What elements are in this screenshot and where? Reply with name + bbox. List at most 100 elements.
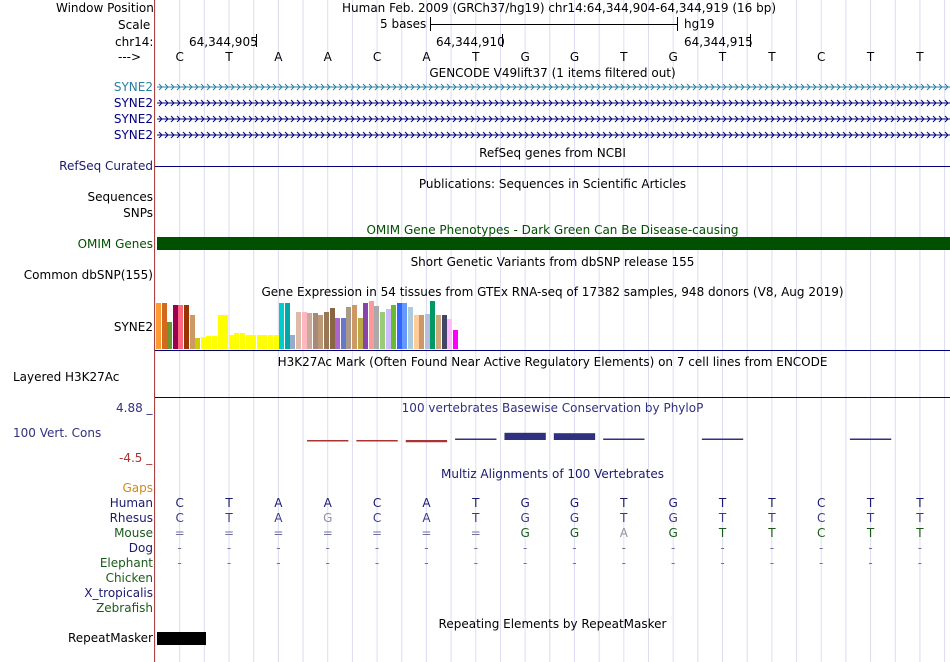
gtex-tissue-bar[interactable] [245,335,251,349]
multiz-base: T [472,496,480,510]
gtex-tissue-bar[interactable] [172,305,178,349]
multiz-species-label[interactable]: X_tropicalis [84,586,153,600]
multiz-species-label[interactable]: Zebrafish [96,601,153,615]
gtex-tissue-bar[interactable] [256,335,262,349]
gtex-tissue-bar[interactable] [273,335,279,349]
gtex-tissue-bar[interactable] [380,312,385,349]
gtex-tissue-bar[interactable] [441,315,447,349]
gtex-tissue-bar[interactable] [301,312,307,349]
gtex-tissue-bar[interactable] [228,335,234,349]
gtex-tissue-bar[interactable] [290,335,296,349]
omim-track-label[interactable]: OMIM Genes [77,237,153,251]
gtex-tissue-bar[interactable] [189,315,195,349]
gtex-tissue-bar[interactable] [307,313,313,349]
multiz-gaps-label[interactable]: Gaps [122,481,153,495]
multiz-species-label[interactable]: Human [109,496,153,510]
h3k27ac-track-label[interactable]: Layered H3K27Ac [13,370,120,384]
gtex-tissue-bar[interactable] [352,305,357,349]
gtex-tissue-bar[interactable] [430,301,436,349]
gtex-tissue-bar[interactable] [312,313,318,349]
multiz-species-label[interactable]: Chicken [105,571,153,585]
snps-label[interactable]: SNPs [123,206,153,220]
gtex-tissue-bar[interactable] [391,305,397,349]
multiz-species-label[interactable]: Mouse [114,526,153,540]
gencode-transcript-1[interactable] [157,81,950,93]
gencode-item-label-3[interactable]: SYNE2 [113,112,153,126]
gtex-tissue-bar[interactable] [195,338,201,349]
gtex-tissue-bar[interactable] [178,305,184,349]
gtex-tissue-bar[interactable] [335,318,341,349]
gtex-tissue-bar[interactable] [368,301,374,349]
gtex-tissue-bar[interactable] [240,333,245,349]
sequences-label[interactable]: Sequences [87,190,153,204]
strand-chevron [878,99,883,107]
gtex-tissue-bar[interactable] [156,303,161,349]
gtex-tissue-bar[interactable] [161,303,167,349]
strand-chevron [230,99,235,107]
gtex-tissue-bar[interactable] [184,305,189,349]
multiz-species-label[interactable]: Elephant [99,556,153,570]
gtex-tissue-bar[interactable] [436,315,441,349]
gtex-tissue-bar[interactable] [452,330,458,349]
refseq-track-title[interactable]: RefSeq genes from NCBI [479,146,626,160]
gtex-tissue-bar[interactable] [279,303,285,349]
multiz-base: G [668,511,678,525]
gtex-track-label[interactable]: SYNE2 [113,320,153,334]
gtex-tissue-bar[interactable] [296,312,301,349]
gencode-item-label-1[interactable]: SYNE2 [113,80,153,94]
multiz-species-label[interactable]: Dog [128,541,153,555]
gtex-tissue-bar[interactable] [396,303,402,349]
dbsnp-track-label[interactable]: Common dbSNP(155) [23,268,153,282]
gtex-tissue-bar[interactable] [234,333,240,349]
gtex-tissue-bar[interactable] [251,335,257,349]
refseq-track-label[interactable]: RefSeq Curated [59,159,153,173]
gtex-tissue-bar[interactable] [374,306,380,349]
gtex-tissue-bar[interactable] [424,314,430,349]
gtex-tissue-bar[interactable] [223,315,229,349]
gencode-transcript-4[interactable] [157,129,950,141]
gtex-tissue-bar[interactable] [419,315,425,349]
gtex-tissue-bar[interactable] [217,315,223,349]
multiz-track-title[interactable]: Multiz Alignments of 100 Vertebrates [440,467,665,481]
omim-feature-bar[interactable] [157,237,950,250]
gtex-track-title[interactable]: Gene Expression in 54 tissues from GTEx … [261,285,844,299]
gtex-tissue-bar[interactable] [200,337,206,349]
gtex-tissue-bar[interactable] [357,318,363,349]
conservation-track-title[interactable]: 100 vertebrates Basewise Conservation by… [401,401,704,415]
gtex-tissue-bar[interactable] [340,318,346,349]
multiz-species-label[interactable]: Rhesus [109,511,153,525]
gencode-transcript-3[interactable] [157,113,950,125]
strand-chevron [398,99,403,107]
gencode-item-label-2[interactable]: SYNE2 [113,96,153,110]
dbsnp-track-title[interactable]: Short Genetic Variants from dbSNP releas… [410,255,695,269]
gtex-tissue-bar[interactable] [206,336,212,349]
h3k27ac-track-title[interactable]: H3K27Ac Mark (Often Found Near Active Re… [277,355,828,369]
gtex-tissue-bar[interactable] [329,308,335,349]
gtex-tissue-bar[interactable] [363,303,369,349]
gtex-tissue-bar[interactable] [447,319,453,349]
gtex-tissue-bar[interactable] [167,322,173,349]
gtex-tissue-bar[interactable] [385,309,391,349]
gtex-tissue-bar[interactable] [212,336,217,349]
repeatmasker-feature[interactable] [157,632,206,645]
gtex-tissue-bar[interactable] [346,307,352,349]
gtex-tissue-bar[interactable] [262,335,268,349]
gtex-tissue-bar[interactable] [408,307,413,349]
strand-chevron [392,83,397,91]
conservation-track-label[interactable]: 100 Vert. Cons [13,426,102,440]
omim-track-title[interactable]: OMIM Gene Phenotypes - Dark Green Can Be… [366,223,739,237]
gtex-tissue-bar[interactable] [324,312,329,349]
gencode-item-label-4[interactable]: SYNE2 [113,128,153,142]
gtex-tissue-bar[interactable] [402,303,408,349]
gencode-transcript-2[interactable] [157,97,950,109]
gtex-tissue-bar[interactable] [318,315,324,349]
publications-track-title[interactable]: Publications: Sequences in Scientific Ar… [418,177,687,191]
gtex-tissue-bar[interactable] [268,335,273,349]
gtex-tissue-bar[interactable] [284,303,290,349]
repeatmasker-track-label[interactable]: RepeatMasker [67,631,153,645]
strand-chevron [326,115,331,123]
gtex-tissue-bar[interactable] [413,315,419,349]
gencode-track-title[interactable]: GENCODE V49lift37 (1 items filtered out) [429,66,676,80]
repeatmasker-track-title[interactable]: Repeating Elements by RepeatMasker [438,617,667,631]
conservation-plot[interactable] [155,418,950,458]
